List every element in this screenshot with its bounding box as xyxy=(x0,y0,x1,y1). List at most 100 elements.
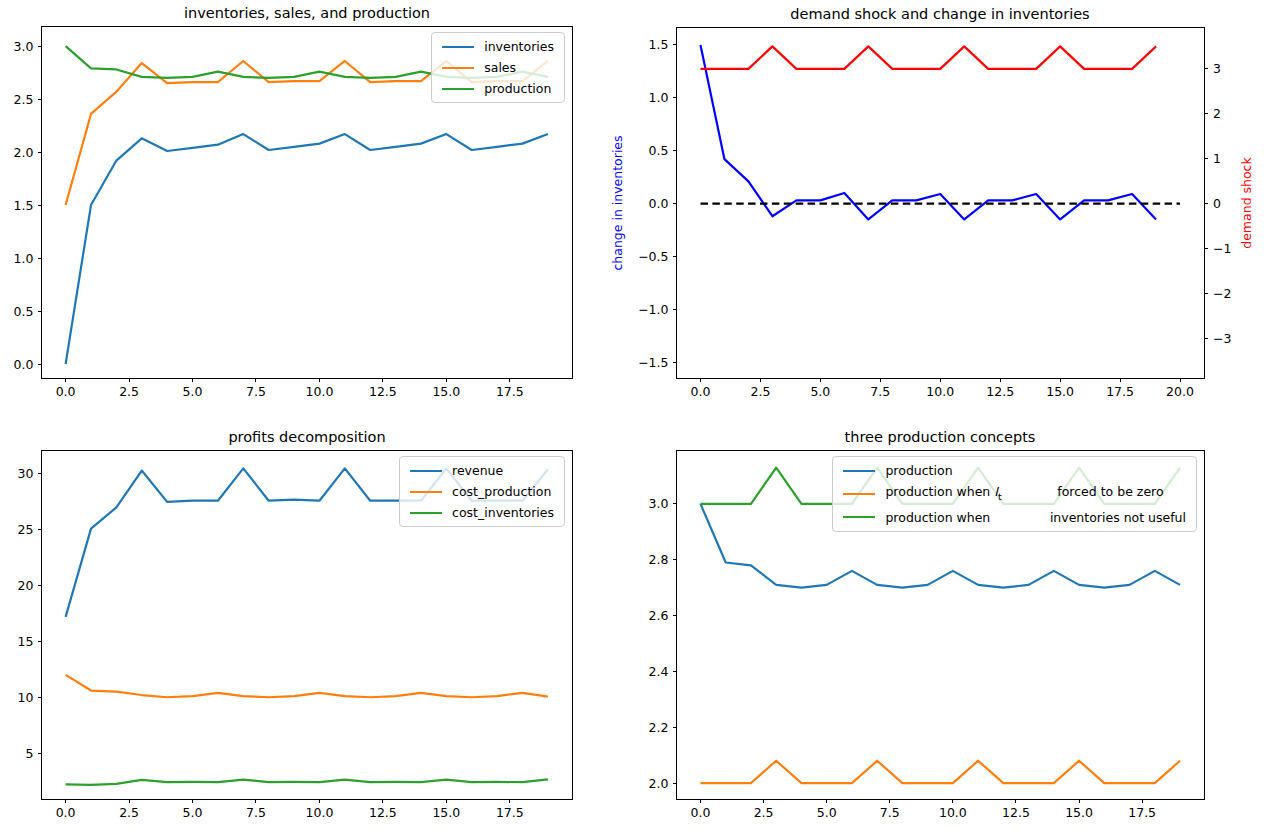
legend-line-sample xyxy=(843,493,875,495)
legend-label: inventories xyxy=(484,39,554,54)
legend-line-sample xyxy=(843,470,875,472)
y-tick-label: 5 xyxy=(26,746,34,761)
y-tick-label: 2.4 xyxy=(649,664,669,679)
y-tick-label: 3.0 xyxy=(14,39,34,54)
legend-line-sample xyxy=(442,46,474,48)
legend-label: production when inventories not useful xyxy=(885,510,1186,525)
y-tick-label: 0.5 xyxy=(14,304,34,319)
x-tick-label: 5.0 xyxy=(183,805,203,820)
x-tick-label: 10.0 xyxy=(306,805,334,820)
y-tick-label: 2.2 xyxy=(649,720,669,735)
x-tick-label: 7.5 xyxy=(246,805,266,820)
chart-title-top-left: inventories, sales, and production xyxy=(7,5,607,22)
legend-label: sales xyxy=(484,60,516,75)
right-y-tick-label: −2 xyxy=(1213,286,1231,301)
y-tick-label: 0.0 xyxy=(14,357,34,372)
x-tick-label: 12.5 xyxy=(1002,805,1030,820)
figure: 0.02.55.07.510.012.515.017.50.00.51.01.5… xyxy=(0,0,1264,834)
x-tick-label: 0.0 xyxy=(691,805,711,820)
legend-item-production_when_inventories_not_useful: production when inventories not useful xyxy=(843,510,1186,525)
legend-label: revenue xyxy=(452,463,503,478)
y-tick-label: 3.0 xyxy=(649,496,669,511)
y-tick-label: 0.5 xyxy=(649,143,669,158)
x-tick-label: 5.0 xyxy=(817,805,837,820)
legend-item-inventories: inventories xyxy=(442,39,554,54)
y-tick-label: 10 xyxy=(18,690,34,705)
x-tick-label: 12.5 xyxy=(986,384,1014,399)
x-tick-label: 17.5 xyxy=(496,805,524,820)
y-tick-label: −0.5 xyxy=(638,249,668,264)
legend-item-production_when_inventories_forced_to_zero: production when It forced to be zero xyxy=(843,484,1186,504)
y-tick-label: 2.5 xyxy=(14,92,34,107)
legend-item-sales: sales xyxy=(442,60,554,75)
series-line-production_when_inventories_forced_to_zero xyxy=(700,761,1180,783)
y-tick-label: 30 xyxy=(18,466,34,481)
legend-bottom-left: revenue cost_production cost_inventories xyxy=(399,456,565,527)
legend-line-sample xyxy=(843,516,875,518)
x-tick-label: 15.0 xyxy=(1065,805,1093,820)
y-tick-label: 1.0 xyxy=(14,251,34,266)
x-tick-label: 0.0 xyxy=(56,384,76,399)
legend-item-production: production xyxy=(843,463,1186,478)
x-tick-label: 2.5 xyxy=(119,384,139,399)
legend-item-revenue: revenue xyxy=(410,463,554,478)
legend-item-production: production xyxy=(442,81,554,96)
legend-line-sample xyxy=(410,491,442,493)
y-tick-label: 2.8 xyxy=(649,552,669,567)
legend-line-sample xyxy=(442,88,474,90)
y-tick-label: 15 xyxy=(18,634,34,649)
series-line-cost_production xyxy=(66,675,548,697)
x-tick-label: 0.0 xyxy=(56,805,76,820)
right-y-tick-label: 1 xyxy=(1213,151,1221,166)
y-tick-label: 1.5 xyxy=(14,198,34,213)
x-tick-label: 15.0 xyxy=(1046,384,1074,399)
right-y-tick-label: 2 xyxy=(1213,106,1221,121)
legend-label: cost_production xyxy=(452,484,551,499)
legend-top-left: inventories sales production xyxy=(431,32,565,103)
x-tick-label: 15.0 xyxy=(432,805,460,820)
x-tick-label: 2.5 xyxy=(750,384,770,399)
legend-label: production xyxy=(484,81,551,96)
right-y-tick-label: 0 xyxy=(1213,196,1221,211)
x-tick-label: 17.5 xyxy=(496,384,524,399)
x-tick-label: 7.5 xyxy=(870,384,890,399)
legend-line-sample xyxy=(410,512,442,514)
legend-line-sample xyxy=(442,67,474,69)
right-y-tick-label: −1 xyxy=(1213,241,1231,256)
chart-title-bottom-left: profits decomposition xyxy=(7,429,607,446)
legend-bottom-right: production production when It forced to b… xyxy=(832,456,1197,532)
series-line-inventories xyxy=(66,134,548,364)
y-tick-label: 1.5 xyxy=(649,37,669,52)
right-y-tick-label: −3 xyxy=(1213,331,1231,346)
subplot-top-right: 0.02.55.07.510.012.515.017.520.0−1.5−1.0… xyxy=(638,27,1231,399)
x-tick-label: 0.0 xyxy=(691,384,711,399)
x-tick-label: 2.5 xyxy=(119,805,139,820)
x-tick-label: 2.5 xyxy=(754,805,774,820)
x-tick-label: 12.5 xyxy=(369,384,397,399)
series-line-change_in_inventories xyxy=(700,45,1156,219)
legend-line-sample xyxy=(410,470,442,472)
legend-label: production when It forced to be zero xyxy=(885,484,1163,504)
x-tick-label: 5.0 xyxy=(183,384,203,399)
y-axis-label-change-in-inventories: change in inventories xyxy=(610,135,625,270)
x-tick-label: 7.5 xyxy=(880,805,900,820)
series-line-demand_shock xyxy=(700,46,1156,69)
legend-label: production xyxy=(885,463,952,478)
x-tick-label: 10.0 xyxy=(306,384,334,399)
x-tick-label: 15.0 xyxy=(432,384,460,399)
x-tick-label: 5.0 xyxy=(810,384,830,399)
y-tick-label: 0.0 xyxy=(649,196,669,211)
chart-canvas: 0.02.55.07.510.012.515.017.50.00.51.01.5… xyxy=(0,0,1264,834)
y-tick-label: −1.0 xyxy=(638,302,668,317)
y-axis-label-demand-shock: demand shock xyxy=(1239,157,1254,249)
x-tick-label: 7.5 xyxy=(246,384,266,399)
series-line-cost_inventories xyxy=(66,779,548,785)
x-tick-label: 20.0 xyxy=(1166,384,1194,399)
legend-item-cost_inventories: cost_inventories xyxy=(410,505,554,520)
legend-item-cost_production: cost_production xyxy=(410,484,554,499)
x-tick-label: 17.5 xyxy=(1128,805,1156,820)
legend-label: cost_inventories xyxy=(452,505,554,520)
x-tick-label: 10.0 xyxy=(926,384,954,399)
chart-title-bottom-right: three production concepts xyxy=(640,429,1240,446)
y-tick-label: 2.6 xyxy=(649,608,669,623)
